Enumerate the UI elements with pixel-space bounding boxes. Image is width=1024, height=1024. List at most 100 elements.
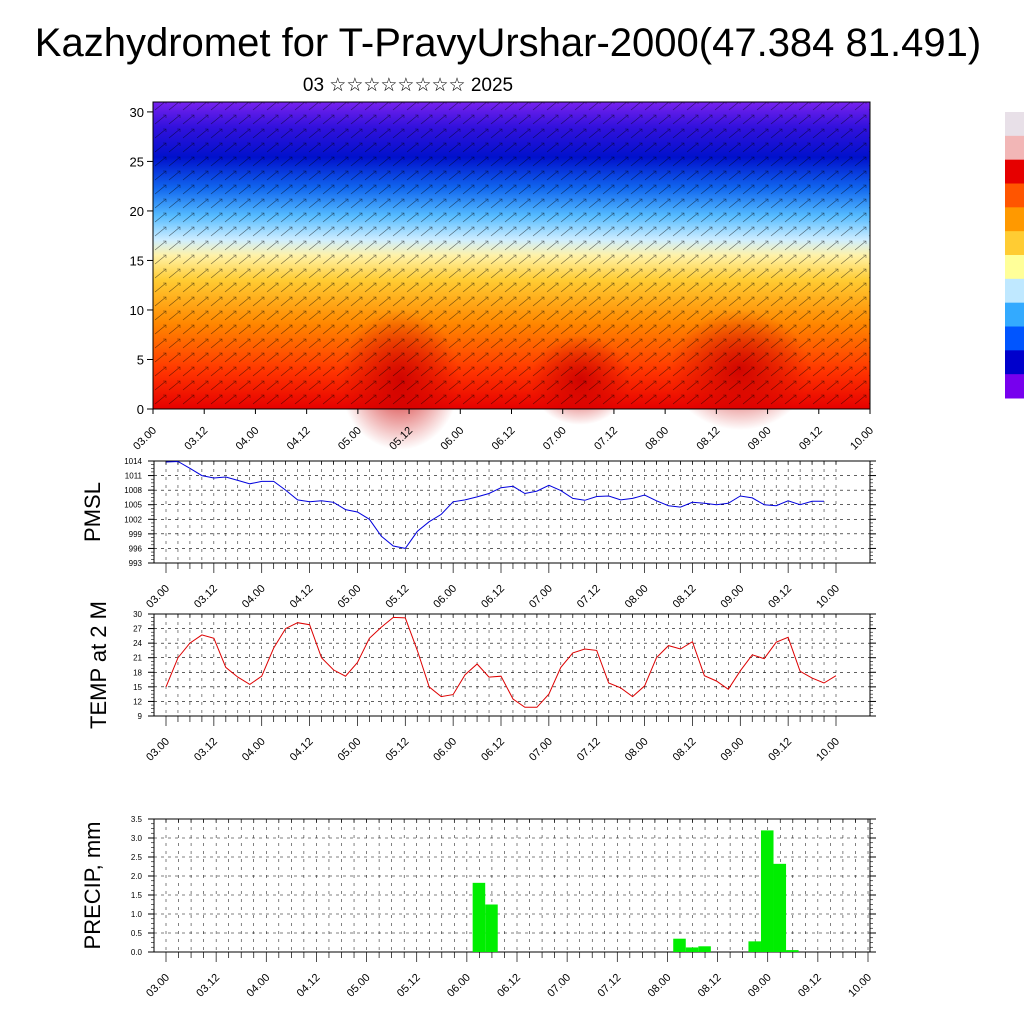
precip-x-tick-label: 04.12 [295, 972, 323, 1000]
precip-bar [786, 950, 799, 952]
temp-y-tick-label: 9 [138, 712, 143, 721]
pmsl-panel: 993 996 999 1002 1005 1008 1011 1014 03.00 03.12 0… [80, 457, 876, 611]
precip-bar [748, 941, 761, 952]
cs-x-tick-label: 07.12 [592, 425, 620, 453]
cs-x-tick-label: 03.00 [131, 425, 159, 453]
cs-x-tick-label: 06.12 [490, 425, 518, 453]
precip-x-tick-label: 09.00 [746, 972, 774, 1000]
precip-bar [485, 904, 498, 952]
pmsl-y-axis-label: PMSL [80, 482, 105, 542]
precip-x-tick-label: 05.12 [395, 972, 423, 1000]
precip-x-tick-label: 09.12 [796, 972, 824, 1000]
pmsl-x-tick-label: 09.12 [766, 583, 794, 611]
temp-x-tick-label: 05.00 [336, 736, 364, 764]
colorbar-swatch [1005, 278, 1024, 304]
colorbar-swatch [1005, 302, 1024, 327]
precip-bar [685, 947, 699, 952]
chart-title: Kazhydromet for T-PravyUrshar-2000(47.38… [35, 21, 981, 65]
temp-y-tick-label: 24 [133, 639, 142, 648]
pmsl-y-tick-label: 993 [129, 559, 143, 568]
colorbar-swatch [1005, 231, 1024, 256]
temp-y-tick-label: 30 [133, 610, 142, 619]
temp-y-axis-label: TEMP at 2 M [86, 601, 111, 729]
temp-x-tick-label: 03.00 [144, 736, 172, 764]
temp-x-tick-label: 10.00 [814, 736, 842, 764]
pmsl-y-tick-label: 1002 [124, 515, 142, 524]
pmsl-x-tick-label: 06.00 [431, 583, 459, 611]
pmsl-x-tick-label: 07.00 [527, 583, 555, 611]
wind-barbs [153, 102, 870, 409]
cs-y-tick-label: 30 [130, 105, 144, 120]
pmsl-x-tick-label: 05.00 [336, 583, 364, 611]
cs-x-tick-label: 10.00 [848, 425, 876, 453]
cs-y-tick-label: 5 [137, 352, 144, 367]
temp-x-tick-label: 06.12 [479, 736, 507, 764]
temp-x-tick-label: 08.12 [671, 736, 699, 764]
precip-y-tick-label: 1.0 [131, 910, 143, 919]
precip-panel: 0.0 0.5 1.0 1.5 2.0 2.5 3.0 3.5 03.00 03.12 04.00 0… [80, 815, 876, 1000]
temp-series-line [165, 616, 837, 708]
precip-x-tick-label: 10.00 [846, 972, 874, 1000]
precip-y-tick-label: 0.0 [131, 948, 143, 957]
precip-x-tick-label: 06.12 [495, 972, 523, 1000]
pmsl-x-tick-label: 03.00 [144, 583, 172, 611]
precip-x-tick-label: 08.12 [696, 972, 724, 1000]
temp-x-tick-label: 04.00 [240, 736, 268, 764]
pmsl-y-tick-label: 1005 [124, 501, 142, 510]
precip-bar [773, 863, 787, 952]
temp-x-tick-label: 09.12 [766, 736, 794, 764]
temp-y-tick-label: 12 [133, 697, 142, 706]
cs-x-tick-label: 08.00 [643, 425, 671, 453]
precip-x-tick-label: 04.00 [244, 972, 272, 1000]
cs-y-tick-label: 15 [130, 253, 144, 268]
precip-y-tick-label: 0.5 [131, 929, 143, 938]
temp-x-tick-label: 05.12 [383, 736, 411, 764]
precip-y-axis-label: PRECIP, mm [80, 822, 105, 950]
colorbar-swatch [1005, 159, 1024, 184]
pmsl-x-tick-label: 03.12 [192, 583, 220, 611]
temp-x-tick-label: 08.00 [623, 736, 651, 764]
precip-x-tick-label: 06.00 [445, 972, 473, 1000]
pmsl-x-tick-label: 04.00 [240, 583, 268, 611]
precip-y-tick-label: 3.5 [131, 815, 143, 824]
precip-y-tick-label: 2.0 [131, 872, 143, 881]
precip-bar [472, 882, 486, 952]
cs-x-tick-label: 09.12 [797, 425, 825, 453]
pmsl-x-tick-label: 08.12 [671, 583, 699, 611]
temp-y-tick-label: 21 [133, 654, 142, 663]
colorbar [1005, 112, 1024, 399]
precip-y-tick-label: 2.5 [131, 853, 143, 862]
colorbar-swatch [1005, 183, 1024, 208]
temp-y-tick-label: 27 [133, 625, 142, 634]
pmsl-x-tick-label: 06.12 [479, 583, 507, 611]
pmsl-x-tick-label: 07.12 [575, 583, 603, 611]
temp-x-tick-label: 04.12 [288, 736, 316, 764]
pmsl-y-tick-label: 1008 [124, 486, 142, 495]
temp-x-tick-label: 06.00 [431, 736, 459, 764]
colorbar-swatch [1005, 350, 1024, 375]
pmsl-x-tick-label: 08.00 [623, 583, 651, 611]
precip-bar [760, 830, 774, 952]
cs-x-tick-label: 07.00 [541, 425, 569, 453]
cs-x-tick-label: 08.12 [695, 425, 723, 453]
temp-x-tick-label: 09.00 [718, 736, 746, 764]
pmsl-x-tick-label: 04.12 [288, 583, 316, 611]
colorbar-swatch [1005, 135, 1024, 161]
colorbar-swatch [1005, 207, 1024, 232]
precip-y-tick-label: 1.5 [131, 891, 143, 900]
pmsl-x-tick-label: 10.00 [814, 583, 842, 611]
cs-y-tick-label: 0 [137, 402, 144, 417]
cs-y-tick-label: 20 [130, 204, 144, 219]
pmsl-y-tick-label: 1011 [125, 472, 143, 481]
precip-x-tick-label: 03.00 [144, 972, 172, 1000]
pmsl-y-tick-label: 996 [129, 544, 143, 553]
pmsl-series-line [165, 460, 824, 549]
precip-x-tick-label: 03.12 [194, 972, 222, 1000]
precip-x-tick-label: 05.00 [345, 972, 373, 1000]
cs-y-tick-label: 25 [130, 154, 144, 169]
precip-bar [698, 946, 711, 952]
cs-y-tick-label: 10 [130, 303, 144, 318]
precip-x-tick-label: 07.00 [545, 972, 573, 1000]
colorbar-swatch [1005, 112, 1024, 137]
